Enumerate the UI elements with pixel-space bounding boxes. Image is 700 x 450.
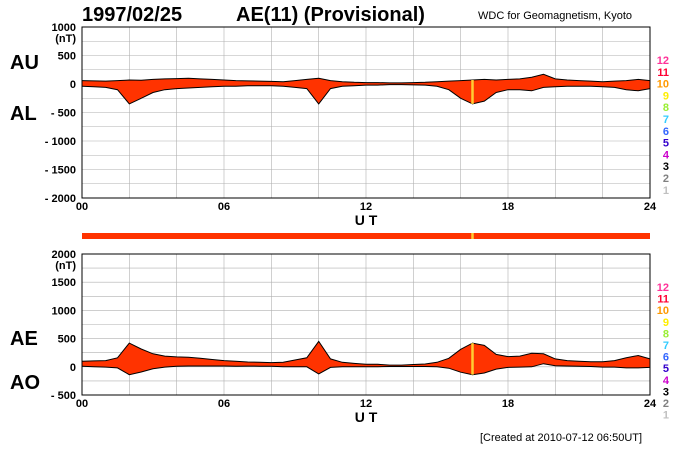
y-tick-label: 2000 <box>52 249 76 261</box>
x-tick-label: 24 <box>644 201 657 213</box>
x-axis-label: U T <box>355 212 378 228</box>
legend-item: 7 <box>663 340 669 352</box>
legend-item: 7 <box>663 114 669 126</box>
legend-item: 2 <box>663 398 669 410</box>
index-title: AE(11) (Provisional) <box>236 4 425 26</box>
legend-item: 9 <box>663 90 669 102</box>
al-series-line <box>81 84 651 105</box>
legend-item: 4 <box>663 149 670 161</box>
created-timestamp: [Created at 2010-07-12 06:50UT] <box>480 432 643 444</box>
legend-item: 1 <box>663 185 669 197</box>
y-tick-label: 1000 <box>52 305 76 317</box>
legend-item: 6 <box>663 352 669 364</box>
legend-item: 5 <box>663 363 669 375</box>
legend-item: 6 <box>663 126 669 138</box>
x-tick-label: 00 <box>76 398 88 410</box>
ae-label: AE <box>10 328 38 350</box>
ao-series-line <box>81 363 651 376</box>
au-series-line <box>81 73 651 84</box>
y-unit-label: (nT) <box>55 260 76 272</box>
x-tick-label: 18 <box>502 201 514 213</box>
au-al-band <box>82 74 650 104</box>
plot-frame <box>81 26 651 199</box>
x-tick-label: 00 <box>76 201 88 213</box>
legend-item: 4 <box>663 375 670 387</box>
legend-item: 12 <box>657 282 669 294</box>
x-axis-label: U T <box>355 409 378 425</box>
au-label: AU <box>10 52 39 74</box>
date-title: 1997/02/25 <box>82 4 183 26</box>
y-tick-label: - 500 <box>51 108 76 120</box>
x-tick-label: 06 <box>218 398 230 410</box>
legend-item: 9 <box>663 317 669 329</box>
legend-item: 8 <box>663 328 669 340</box>
y-tick-label: 0 <box>70 79 76 91</box>
legend-item: 3 <box>663 161 669 173</box>
x-tick-label: 24 <box>644 398 657 410</box>
legend-item: 2 <box>663 173 669 185</box>
x-tick-label: 12 <box>360 201 372 213</box>
legend-item: 3 <box>663 386 669 398</box>
legend-item: 5 <box>663 138 669 150</box>
legend-item: 1 <box>663 410 669 422</box>
legend-item: 8 <box>663 102 669 114</box>
legend-item: 10 <box>657 305 669 317</box>
x-tick-label: 06 <box>218 201 230 213</box>
x-tick-label: 12 <box>360 398 372 410</box>
x-tick-label: 18 <box>502 398 514 410</box>
y-tick-label: - 1500 <box>45 165 76 177</box>
y-tick-label: 500 <box>58 334 76 346</box>
legend-item: 11 <box>657 67 669 79</box>
plot-frame <box>81 253 651 396</box>
ao-label: AO <box>10 372 40 394</box>
y-tick-label: - 2000 <box>45 193 76 205</box>
ae-ao-band <box>82 341 650 375</box>
y-tick-label: 0 <box>70 362 76 374</box>
status-bar <box>82 233 650 239</box>
legend-item: 10 <box>657 79 669 91</box>
source-label: WDC for Geomagnetism, Kyoto <box>478 10 633 22</box>
y-tick-label: - 1000 <box>45 136 76 148</box>
ae-series-line <box>81 340 651 366</box>
y-unit-label: (nT) <box>55 33 76 45</box>
y-tick-label: - 500 <box>51 390 76 402</box>
y-tick-label: 1500 <box>52 277 76 289</box>
y-tick-label: 1000 <box>52 22 76 34</box>
legend-item: 11 <box>657 294 669 306</box>
al-label: AL <box>10 103 37 125</box>
y-tick-label: 500 <box>58 51 76 63</box>
legend-item: 12 <box>657 55 669 67</box>
